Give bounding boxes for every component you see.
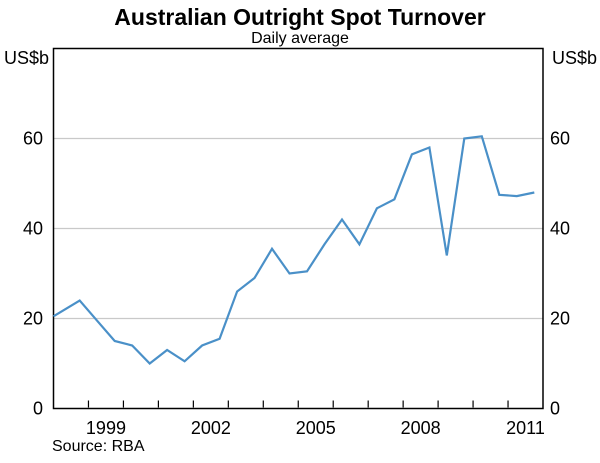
y-axis-tick-label-left: 0 (33, 399, 43, 419)
x-axis-year-label: 1999 (86, 418, 126, 438)
x-axis-year-label: 2002 (191, 418, 231, 438)
chart-title: Australian Outright Spot Turnover (114, 4, 486, 30)
y-axis-unit-right: US$b (552, 48, 598, 68)
y-axis-tick-label-right: 0 (550, 399, 560, 419)
y-axis-tick-label-right: 60 (550, 129, 570, 149)
spot-turnover-line (52, 135, 535, 365)
y-axis-unit-left: US$b (3, 48, 49, 68)
y-axis-tick-label-right: 40 (550, 219, 570, 239)
x-axis-year-label: 2005 (296, 418, 336, 438)
x-axis-year-label: 2008 (401, 418, 441, 438)
y-axis-tick-label-left: 20 (23, 309, 43, 329)
y-axis-tick-label-left: 40 (23, 219, 43, 239)
y-axis-tick-label-left: 60 (23, 129, 43, 149)
plot-border (52, 47, 544, 410)
chart-subtitle: Daily average (251, 30, 349, 47)
y-axis-tick-label-right: 20 (550, 309, 570, 329)
x-axis-year-label: 2011 (506, 418, 545, 438)
source-note: Source: RBA (52, 438, 145, 455)
